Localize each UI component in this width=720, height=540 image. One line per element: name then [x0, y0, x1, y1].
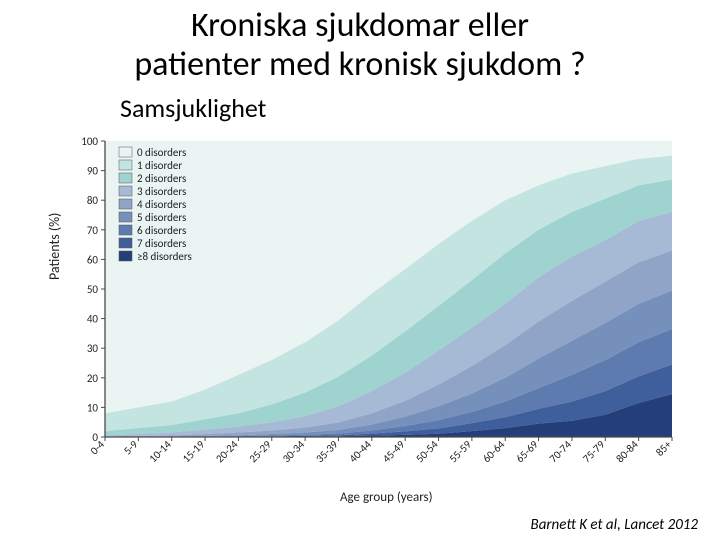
svg-text:80-84: 80-84: [613, 438, 641, 466]
svg-text:10-14: 10-14: [146, 438, 174, 466]
svg-text:25-29: 25-29: [247, 438, 275, 466]
svg-text:85+: 85+: [653, 438, 674, 459]
svg-text:20-24: 20-24: [213, 438, 241, 466]
svg-text:35-39: 35-39: [313, 438, 341, 466]
svg-text:40: 40: [87, 313, 99, 326]
svg-text:70-74: 70-74: [547, 438, 575, 466]
svg-text:7 disorders: 7 disorders: [137, 237, 186, 250]
svg-text:6 disorders: 6 disorders: [137, 224, 186, 237]
stacked-area-chart: 01020304050607080901000-45-910-1415-1920…: [60, 135, 680, 495]
svg-text:5 disorders: 5 disorders: [137, 211, 186, 224]
svg-text:100: 100: [81, 135, 98, 148]
svg-text:4 disorders: 4 disorders: [137, 198, 186, 211]
svg-text:55-59: 55-59: [447, 438, 475, 466]
svg-text:≥8 disorders: ≥8 disorders: [137, 250, 192, 263]
svg-text:20: 20: [87, 372, 99, 385]
title-line1: Kroniska sjukdomar eller: [191, 5, 529, 46]
svg-text:15-19: 15-19: [180, 438, 208, 466]
svg-text:50: 50: [87, 283, 99, 296]
svg-text:45-49: 45-49: [380, 438, 408, 466]
svg-text:1 disorder: 1 disorder: [137, 159, 182, 172]
svg-text:80: 80: [87, 194, 99, 207]
svg-text:30: 30: [87, 342, 99, 355]
svg-text:30-34: 30-34: [280, 438, 308, 466]
subtitle: Samsjuklighet: [120, 92, 720, 124]
svg-text:2 disorders: 2 disorders: [137, 172, 186, 185]
svg-text:5-9: 5-9: [121, 438, 141, 458]
svg-text:70: 70: [87, 224, 99, 237]
svg-text:0 disorders: 0 disorders: [137, 146, 186, 159]
svg-text:90: 90: [87, 165, 99, 178]
title-line2: patienter med kronisk sjukdom ?: [134, 44, 585, 85]
svg-text:10: 10: [87, 401, 99, 414]
svg-text:60: 60: [87, 253, 99, 266]
svg-text:65-69: 65-69: [513, 438, 541, 466]
citation: Barnett K et al, Lancet 2012: [531, 516, 698, 534]
svg-text:0-4: 0-4: [88, 438, 108, 458]
svg-text:40-44: 40-44: [347, 438, 375, 466]
svg-text:50-54: 50-54: [413, 438, 441, 466]
svg-text:75-79: 75-79: [580, 438, 608, 466]
svg-text:60-64: 60-64: [480, 438, 508, 466]
svg-text:3 disorders: 3 disorders: [137, 185, 186, 198]
